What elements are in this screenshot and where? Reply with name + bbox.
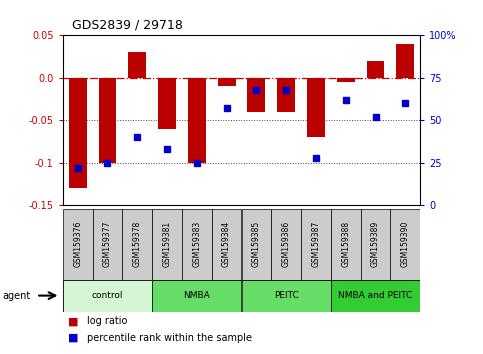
Text: PEITC: PEITC xyxy=(274,291,298,300)
Text: GSM159390: GSM159390 xyxy=(401,221,410,268)
Text: GSM159381: GSM159381 xyxy=(163,221,171,267)
Text: GSM159384: GSM159384 xyxy=(222,221,231,267)
Bar xyxy=(361,209,390,280)
Text: GSM159383: GSM159383 xyxy=(192,221,201,267)
Text: GSM159376: GSM159376 xyxy=(73,221,82,268)
Bar xyxy=(99,78,116,163)
Bar xyxy=(152,280,242,312)
Bar xyxy=(242,209,271,280)
Text: GSM159386: GSM159386 xyxy=(282,221,291,267)
Bar xyxy=(390,209,420,280)
Text: GSM159388: GSM159388 xyxy=(341,221,350,267)
Bar xyxy=(277,78,295,112)
Bar xyxy=(182,209,212,280)
Bar xyxy=(271,209,301,280)
Bar xyxy=(397,44,414,78)
Bar xyxy=(247,78,265,112)
Bar xyxy=(331,209,361,280)
Bar xyxy=(122,209,152,280)
Bar xyxy=(69,78,86,188)
Text: ■: ■ xyxy=(68,316,78,326)
Text: GSM159389: GSM159389 xyxy=(371,221,380,267)
Bar xyxy=(158,78,176,129)
Bar xyxy=(63,280,152,312)
Text: NMBA and PEITC: NMBA and PEITC xyxy=(339,291,412,300)
Bar xyxy=(331,280,420,312)
Bar xyxy=(367,61,384,78)
Text: control: control xyxy=(92,291,123,300)
Bar xyxy=(242,280,331,312)
Bar xyxy=(212,209,242,280)
Bar xyxy=(337,78,355,82)
Bar xyxy=(301,209,331,280)
Bar xyxy=(152,209,182,280)
Bar xyxy=(63,209,93,280)
Bar xyxy=(218,78,236,86)
Text: GSM159378: GSM159378 xyxy=(133,221,142,267)
Text: GSM159385: GSM159385 xyxy=(252,221,261,267)
Bar xyxy=(93,209,122,280)
Text: GDS2839 / 29718: GDS2839 / 29718 xyxy=(72,19,184,32)
Text: GSM159377: GSM159377 xyxy=(103,221,112,268)
Text: ■: ■ xyxy=(68,333,78,343)
Text: percentile rank within the sample: percentile rank within the sample xyxy=(87,333,252,343)
Text: GSM159387: GSM159387 xyxy=(312,221,320,267)
Text: NMBA: NMBA xyxy=(184,291,210,300)
Text: log ratio: log ratio xyxy=(87,316,128,326)
Bar xyxy=(188,78,206,163)
Text: agent: agent xyxy=(2,291,30,301)
Bar xyxy=(307,78,325,137)
Bar xyxy=(128,52,146,78)
